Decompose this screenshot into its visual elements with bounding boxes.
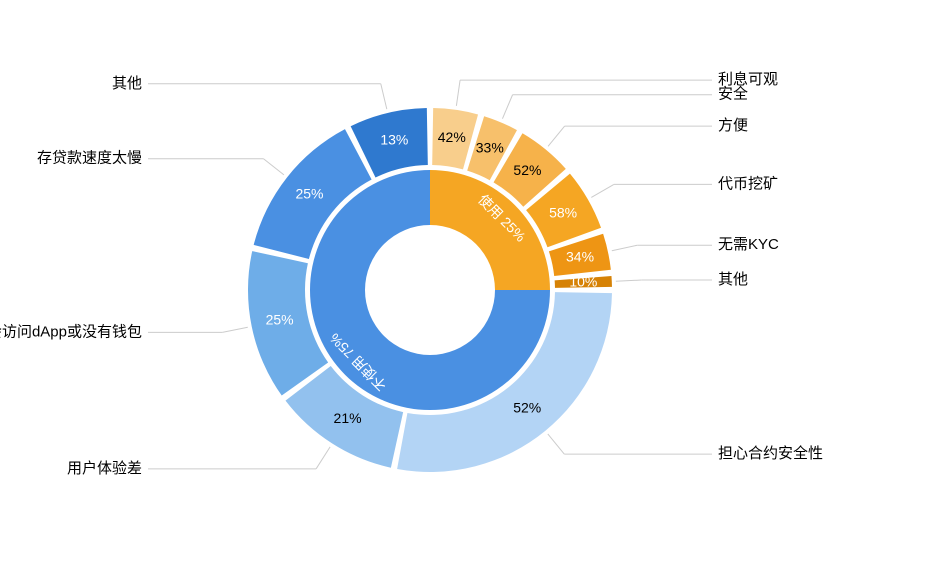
leader-line: [316, 447, 330, 469]
chart-label: 无需KYC: [718, 236, 779, 253]
chart-label: 不会访问dApp或没有钱包: [0, 323, 142, 340]
chart-label: 方便: [718, 117, 748, 134]
chart-label: 25%: [266, 311, 294, 327]
leader-line: [381, 84, 387, 109]
chart-label: 其他: [112, 75, 142, 92]
chart-label: 代币挖矿: [718, 175, 778, 192]
chart-label: 25%: [295, 186, 323, 202]
chart-label: 担心合约安全性: [718, 444, 823, 462]
chart-label: 其他: [718, 271, 748, 288]
chart-label: 21%: [334, 410, 362, 426]
chart-label: 34%: [566, 248, 594, 264]
leader-line: [456, 80, 460, 106]
chart-label: 52%: [513, 399, 541, 415]
chart-label: 58%: [549, 204, 577, 220]
chart-label: 33%: [476, 139, 504, 155]
sunburst-chart: 使用 25%不使用 75%42%利息可观33%安全52%方便58%代币挖矿34%…: [0, 0, 936, 580]
leader-line: [616, 280, 642, 281]
chart-label: 52%: [513, 162, 541, 178]
chart-label: 42%: [438, 129, 466, 145]
chart-label: 安全: [718, 85, 748, 103]
chart-label: 10%: [569, 273, 597, 289]
leader-line: [264, 159, 284, 175]
chart-label: 13%: [380, 131, 408, 147]
chart-label: 存贷款速度太慢: [37, 150, 142, 167]
leader-line: [591, 184, 614, 197]
leader-line: [548, 126, 565, 146]
leader-line: [222, 327, 247, 332]
leader-line: [548, 434, 564, 454]
leader-line: [612, 245, 637, 250]
leader-line: [502, 95, 512, 119]
chart-label: 用户体验差: [67, 460, 142, 477]
